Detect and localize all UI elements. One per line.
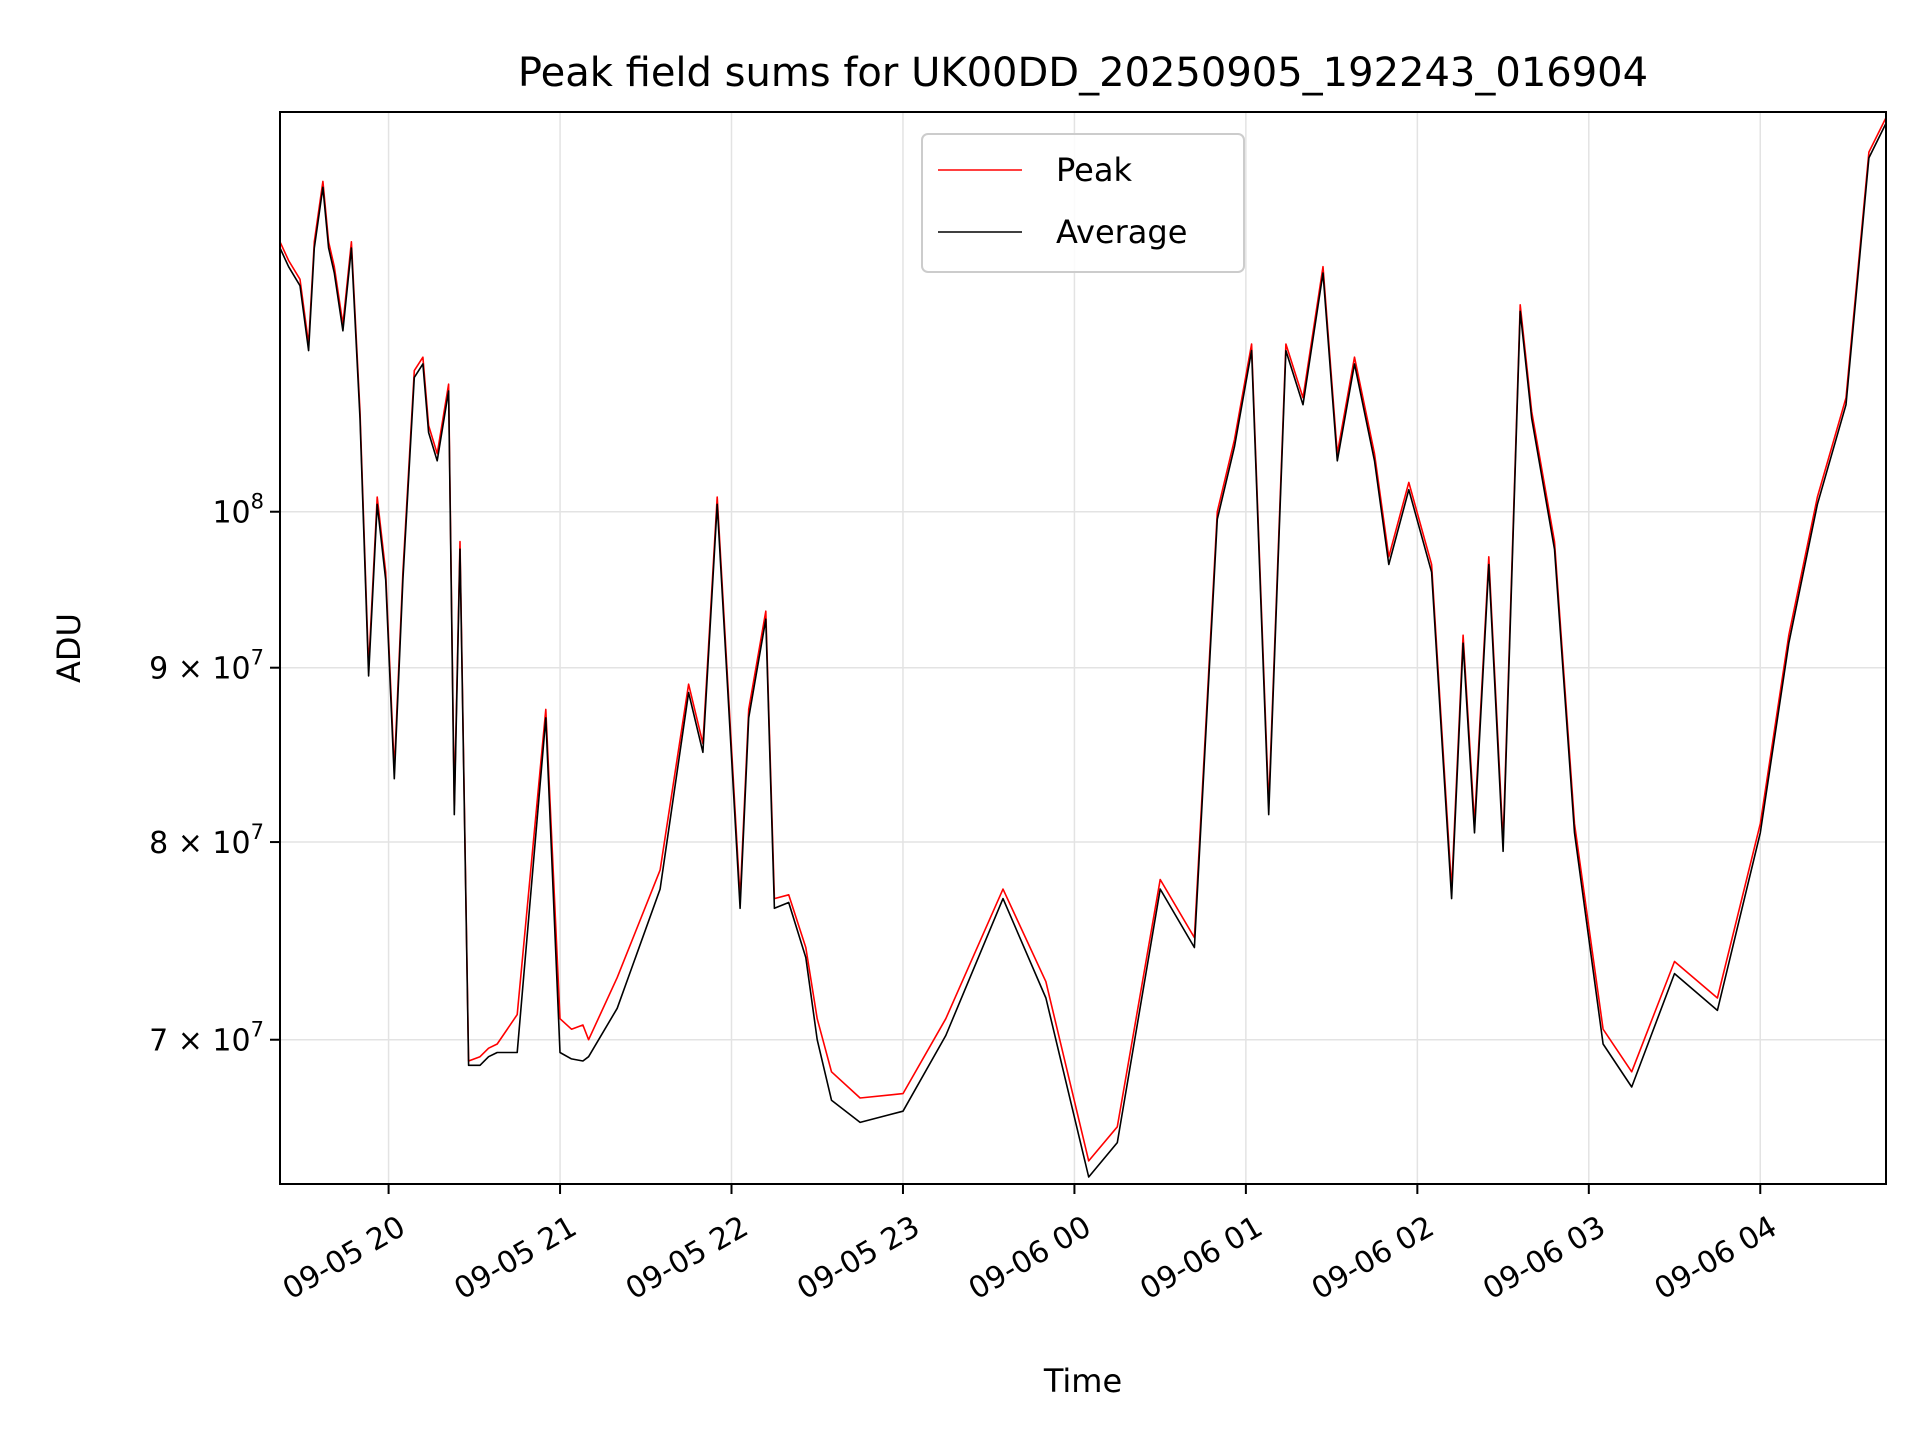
legend-peak-label: Peak [1056, 151, 1132, 189]
series-line-average [279, 122, 1887, 1178]
plot-background [280, 112, 1886, 1184]
series-layer [279, 117, 1887, 1178]
x-axis-title: Time [1043, 1362, 1122, 1400]
grid [280, 112, 1886, 1184]
plot-area [279, 111, 1887, 1185]
y-tick-label: 9 × 107 [149, 646, 264, 687]
legend: Peak Average [921, 133, 1245, 273]
legend-average-label: Average [1056, 213, 1187, 251]
y-tick-label: 7 × 107 [149, 1018, 264, 1059]
chart-title: Peak field sums for UK00DD_20250905_1922… [518, 50, 1648, 96]
plot-frame [279, 111, 1887, 1185]
y-tick-label: 8 × 107 [149, 820, 264, 861]
y-axis-title: ADU [50, 613, 88, 683]
y-tick-label: 108 [212, 490, 264, 531]
y-axis: 7 × 107 8 × 107 9 × 107 108 [149, 490, 280, 1059]
legend-box [921, 133, 1245, 273]
